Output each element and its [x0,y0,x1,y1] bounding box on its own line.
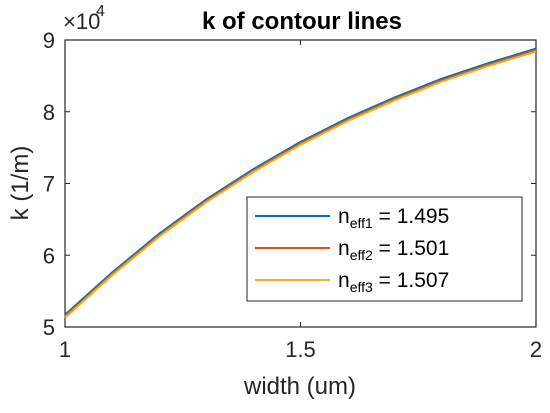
x-tick-label: 2 [530,337,542,362]
y-tick-label: 8 [43,100,55,125]
y-axis-label: k (1/m) [7,146,34,221]
y-tick-label: 5 [43,315,55,340]
y-multiplier-exponent: 4 [96,3,105,20]
series-lines [64,47,537,319]
x-tick-label: 1.5 [285,337,316,362]
series-line-3 [64,50,537,319]
y-multiplier-base: ×10 [63,9,100,34]
y-tick-label: 7 [43,172,55,197]
x-tick-label: 1 [59,337,71,362]
y-multiplier: ×10 4 [63,3,105,34]
chart-title: k of contour lines [202,8,402,35]
ticks: 1 1.5 2 5 6 7 8 9 [43,28,542,362]
legend-label-3: neff3 = 1.507 [338,269,449,295]
legend: neff1 = 1.495 neff2 = 1.501 neff3 = 1.507 [246,196,523,302]
series-line-2 [64,49,537,317]
legend-label-1: neff1 = 1.495 [338,205,449,231]
series-line-1 [64,47,537,316]
y-tick-label: 9 [43,28,55,53]
y-tick-label: 6 [43,243,55,268]
x-axis-label: width (um) [243,373,356,400]
legend-label-2: neff2 = 1.501 [338,237,449,263]
